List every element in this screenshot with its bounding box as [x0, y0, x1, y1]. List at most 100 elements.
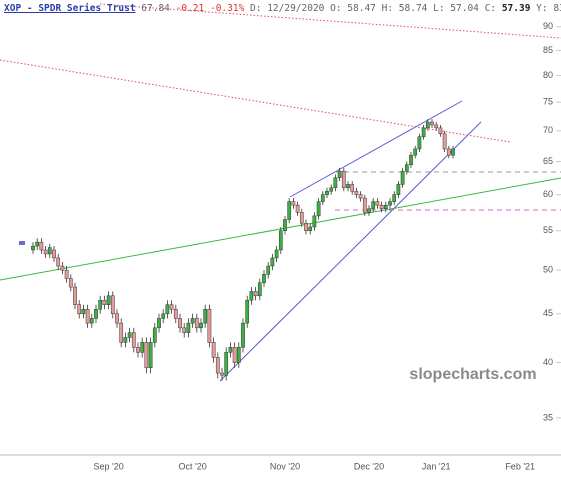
x-tick-label: Jan '21 — [422, 461, 451, 471]
candle-body — [417, 136, 422, 150]
candle-body — [442, 133, 447, 150]
candle-body — [127, 332, 132, 338]
candle-body — [182, 327, 187, 333]
candle-body — [39, 241, 44, 251]
candle-body — [215, 357, 220, 374]
candle-body — [165, 304, 170, 315]
candle-body — [228, 347, 233, 353]
candle-body — [354, 190, 359, 195]
candle-body — [383, 204, 388, 209]
candle-body — [253, 291, 258, 297]
date: D: 12/29/2020 — [250, 3, 325, 14]
candle-body — [400, 170, 405, 185]
close-label: C: — [484, 3, 497, 14]
candle-body — [207, 308, 212, 343]
candle-body — [35, 241, 40, 247]
x-tick-label: Nov '20 — [270, 461, 300, 471]
y-tick-label: 50 — [543, 265, 553, 275]
candle-body — [194, 318, 199, 329]
candle-body — [362, 197, 367, 213]
candle-body — [262, 274, 266, 284]
quote-header: XOP - SPDR Series Trust 67.84 -0.21 -0.3… — [4, 3, 561, 14]
x-tick-label: Sep '20 — [93, 461, 123, 471]
candle-body — [152, 327, 157, 343]
candle-body — [178, 318, 182, 329]
channel-line — [219, 121, 482, 382]
candle-body — [190, 318, 195, 324]
y-tick-label: 40 — [543, 357, 553, 367]
x-tick-label: Feb '21 — [505, 461, 535, 471]
candle-body — [392, 194, 397, 202]
watermark: slopecharts.com — [409, 366, 536, 383]
candle-body — [211, 342, 216, 358]
candle-body — [161, 313, 166, 319]
candle-body — [379, 204, 384, 209]
candle-body — [308, 226, 313, 231]
candle-body — [341, 170, 346, 189]
y-tick-label: 80 — [543, 70, 553, 80]
candle-body — [47, 247, 52, 255]
candle-body — [325, 190, 329, 195]
candle-body — [413, 148, 418, 156]
candle-body — [77, 304, 82, 315]
candle-body — [102, 299, 107, 305]
candle-body — [257, 282, 262, 297]
candle-body — [320, 194, 325, 202]
candle-body — [73, 286, 77, 305]
candle-body — [148, 342, 153, 369]
candle-body — [438, 127, 443, 135]
marker — [19, 241, 25, 245]
change-percent: -0.31% — [209, 3, 245, 14]
candle-body — [131, 332, 136, 348]
y-tick-label: 55 — [543, 225, 553, 235]
candle-body — [333, 177, 338, 189]
candle-body — [31, 245, 35, 251]
candle-body — [123, 337, 128, 343]
candle-body — [52, 249, 56, 259]
change: -0.21 — [175, 3, 205, 14]
trendline — [0, 59, 511, 143]
candle-body — [375, 201, 380, 206]
candle-body — [283, 219, 287, 231]
candle-body — [295, 204, 300, 213]
candle-body — [388, 201, 392, 206]
close: 57.39 — [501, 3, 531, 14]
candle-body — [270, 257, 275, 267]
candle-body — [98, 299, 103, 310]
candle-body — [304, 222, 308, 231]
candle-body — [81, 308, 86, 315]
candle-body — [274, 249, 279, 259]
candle-body — [430, 121, 434, 126]
high: H: 58.74 — [381, 3, 428, 14]
y-tick-label: 65 — [543, 156, 553, 166]
candle-body — [409, 154, 413, 165]
y-tick-label: 85 — [543, 45, 553, 55]
candle-body — [236, 347, 241, 363]
candle-body — [199, 322, 203, 329]
candle-body — [173, 308, 178, 319]
candle-body — [136, 347, 140, 353]
candle-body — [425, 121, 430, 129]
candle-body — [434, 124, 439, 129]
candle-body — [106, 295, 111, 305]
candle-body — [68, 278, 73, 288]
symbol[interactable]: XOP - SPDR Series Trust — [4, 3, 136, 14]
open: O: 58.47 — [330, 3, 376, 14]
candle-body — [89, 318, 94, 324]
candle-body — [224, 352, 229, 376]
y-tick-label: 70 — [543, 125, 553, 135]
candle-body — [371, 201, 376, 209]
candle-body — [119, 322, 124, 343]
candle-body — [367, 208, 371, 213]
candle-body — [115, 313, 119, 324]
y-tick-label: 35 — [543, 412, 553, 422]
y-tick-label: 75 — [543, 97, 553, 107]
candle-body — [287, 201, 292, 220]
candle-body — [404, 164, 409, 172]
candle-body — [43, 249, 48, 255]
candle-body — [278, 230, 283, 251]
candle-body — [110, 295, 115, 315]
candle-body — [358, 194, 363, 199]
candle-body — [56, 257, 61, 267]
